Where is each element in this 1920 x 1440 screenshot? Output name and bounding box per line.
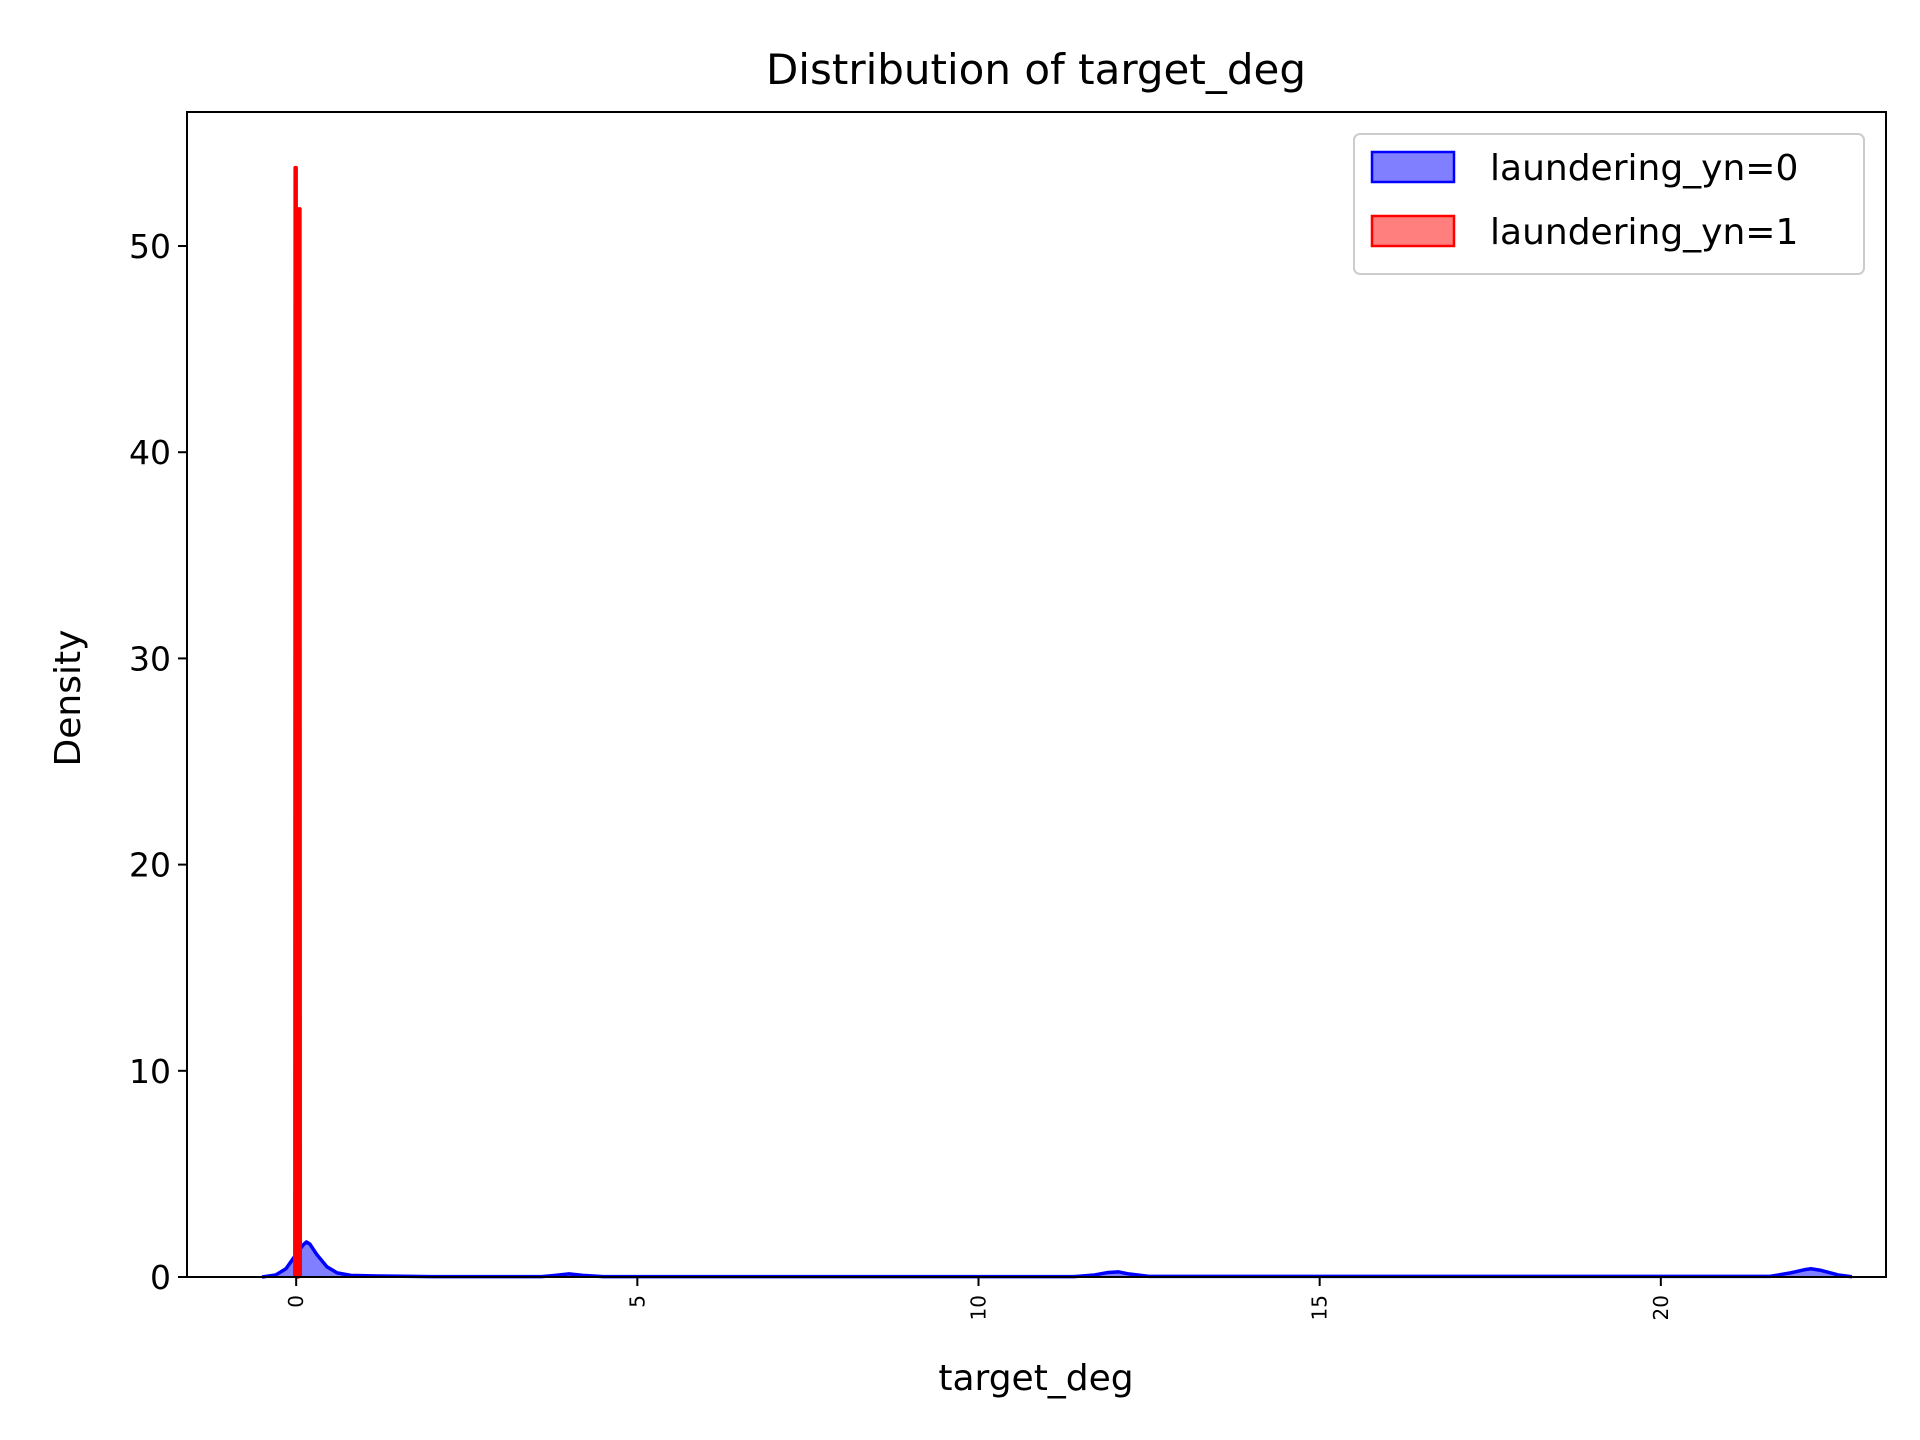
- chart-title: Distribution of target_deg: [766, 45, 1306, 94]
- y-tick-label: 20: [129, 846, 171, 885]
- y-tick-label: 40: [129, 433, 171, 472]
- series-1-line: [293, 165, 303, 1279]
- legend: laundering_yn=0 laundering_yn=1: [1353, 133, 1865, 275]
- y-axis-ticks: 0 10 20 30 40 50: [129, 227, 187, 1297]
- y-tick-label: 0: [150, 1258, 171, 1297]
- x-axis-ticks: 0 5 10 15 20: [284, 1277, 1673, 1320]
- x-tick-label: 15: [1308, 1295, 1332, 1320]
- plot-frame: [186, 111, 1887, 1278]
- y-axis-label: Density: [48, 630, 89, 767]
- series-0-line: [261, 1240, 1853, 1279]
- legend-box: [1353, 133, 1865, 275]
- x-tick-label: 10: [967, 1295, 991, 1320]
- x-tick-label: 20: [1649, 1295, 1673, 1320]
- legend-swatch-0: [1370, 150, 1456, 184]
- x-tick-label: 5: [625, 1295, 649, 1308]
- legend-label-0: laundering_yn=0: [1490, 148, 1798, 189]
- y-tick-label: 30: [129, 639, 171, 678]
- x-axis-label: target_deg: [938, 1358, 1133, 1399]
- legend-swatch-1: [1370, 214, 1456, 248]
- x-tick-label: 0: [284, 1295, 308, 1308]
- y-tick-label: 50: [129, 227, 171, 266]
- legend-label-1: laundering_yn=1: [1490, 212, 1798, 253]
- y-tick-label: 10: [129, 1052, 171, 1091]
